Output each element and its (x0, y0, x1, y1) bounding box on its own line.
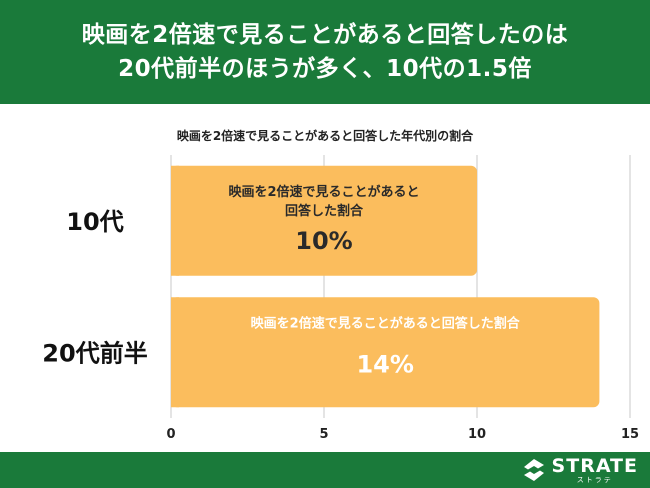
bar-left-edge (171, 297, 179, 408)
headline-line-2: 20代前半のほうが多く、10代の1.5倍 (118, 56, 532, 82)
bar-left-edge (171, 165, 179, 276)
headline-line-1: 映画を2倍速で見ることがあると回答したのは (81, 22, 569, 48)
bar-value-label: 10% (295, 227, 352, 255)
x-tick-label: 5 (319, 427, 328, 442)
category-label: 10代 (66, 208, 123, 236)
logo-subtitle: ストラテ (576, 475, 613, 484)
strate-logo-icon (523, 459, 544, 481)
x-tick-label: 0 (166, 427, 175, 442)
bar-value-label: 14% (356, 350, 413, 378)
bar-description-label: 回答した割合 (285, 203, 364, 219)
bar-description-label: 映画を2倍速で見ることがあると回答した割合 (251, 315, 521, 331)
logo-wordmark: STRATE (551, 454, 638, 477)
category-label: 20代前半 (42, 339, 147, 367)
chart-title: 映画を2倍速で見ることがあると回答した年代別の割合 (176, 129, 474, 143)
footer-bar: STRATE ストラテ (0, 452, 650, 488)
header-banner: 映画を2倍速で見ることがあると回答したのは 20代前半のほうが多く、10代の1.… (0, 0, 650, 104)
bar-description-label: 映画を2倍速で見ることがあると (228, 184, 419, 200)
x-tick-label: 10 (468, 427, 486, 442)
x-tick-label: 15 (621, 427, 639, 442)
bar (171, 165, 477, 276)
strate-logo: STRATE ストラテ (522, 455, 638, 485)
bar (171, 297, 600, 408)
